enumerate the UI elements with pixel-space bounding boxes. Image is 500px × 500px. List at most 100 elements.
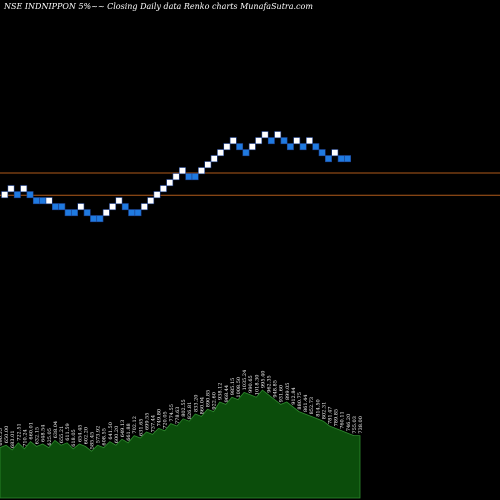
up-brick [274,131,282,139]
volume-label: 852.73 [309,397,315,415]
down-brick [71,209,78,217]
volume-label: 1008.50 [236,377,242,398]
volume-label: 931.60 [279,385,285,403]
down-brick [312,143,320,151]
up-brick [293,137,301,145]
down-brick [299,143,307,151]
down-brick [318,149,326,157]
down-brick [128,209,136,217]
volume-panel: 690.55 650.00 683.01 722.51 710.24 660.01 632.… [0,370,364,499]
volume-label: 962.35 [266,375,272,393]
volume-label: 720.05 [163,411,169,429]
volume-label: 585.45 [90,432,96,450]
volume-label: 789.85 [334,409,340,427]
volume-label: 990.65 [248,375,254,393]
chart-title: NSE INDNIPPON 5%~~ Closing Daily data Re… [4,2,313,11]
volume-label: 890.85 [205,390,211,408]
volume-label: 602.20 [83,427,89,445]
up-brick [77,203,85,211]
volume-label: 654.45 [77,425,83,443]
volume-label: 968.44 [224,385,230,403]
volume-label: 655.21 [59,426,65,444]
up-brick [153,191,161,199]
up-brick [179,167,186,175]
volume-label: 638.04 [53,421,59,439]
volume-label: 746.20 [346,414,352,432]
down-brick [344,155,351,163]
volume-label: 683.01 [10,431,16,449]
down-brick [191,173,199,181]
volume-label: 660.01 [29,422,35,440]
down-brick [236,143,244,151]
volume-label: 802.31 [321,402,327,420]
volume-label: 774.55 [169,404,175,422]
volume-label: 632.15 [35,427,41,445]
volume-label: 699.55 [144,413,150,431]
up-brick [159,185,167,193]
volume-label: 649.13 [120,420,126,438]
volume-label: 618.05 [71,429,77,447]
up-brick [229,137,237,145]
up-brick [217,149,224,157]
volume-label: 1035.24 [242,370,248,391]
down-brick [325,155,332,163]
down-brick [96,215,104,223]
up-brick [198,167,205,175]
volume-label: 608.55 [102,428,108,446]
down-brick [58,203,66,211]
down-brick [26,191,34,199]
up-brick [115,197,123,205]
renko-bricks [1,131,351,223]
up-brick [166,179,174,187]
up-brick [102,209,110,217]
down-brick [286,143,294,151]
volume-area [0,389,361,499]
down-brick [134,209,142,217]
up-brick [204,161,212,169]
up-brick [261,131,269,139]
volume-label: 922.60 [212,392,218,410]
down-brick [90,215,98,223]
volume-label: 690.55 [0,428,4,446]
down-brick [337,155,345,163]
down-brick [51,203,59,211]
up-brick [305,137,313,145]
up-brick [20,185,28,193]
volume-label: 573.92 [96,426,102,444]
volume-label: 760.11 [340,411,346,429]
volume-label: 802.55 [181,399,187,417]
level-lines [0,172,500,196]
volume-label: 912.84 [291,387,297,405]
volume-label: 948.85 [273,380,279,398]
volume-label: 1018.30 [254,375,260,396]
up-brick [255,137,263,145]
volume-label: 860.04 [199,397,205,415]
volume-label: 938.12 [218,383,224,401]
volume-label: 995.40 [260,371,266,389]
up-brick [331,149,339,157]
up-brick [140,203,148,211]
down-brick [64,209,72,217]
volume-label: 631.65 [138,419,144,437]
down-brick [32,197,40,205]
volume-label: 737.44 [151,415,157,433]
volume-label: 648.54 [41,425,47,443]
up-brick [1,191,9,199]
volume-label: 880.75 [297,392,303,410]
volume-label: 781.47 [327,407,333,425]
up-brick [223,143,231,151]
volume-label: 625.05 [47,428,53,446]
volume-label: 833.20 [193,395,199,413]
volume-label: 661.88 [126,423,132,441]
up-brick [248,143,256,151]
volume-label: 778.63 [175,407,181,425]
volume-label: 710.24 [22,429,28,447]
down-brick [185,173,193,181]
up-brick [210,155,218,163]
volume-label: 702.12 [132,416,138,434]
up-brick [45,197,53,205]
up-brick [7,185,15,193]
volume-label: 738.00 [358,416,364,434]
up-brick [109,203,117,211]
